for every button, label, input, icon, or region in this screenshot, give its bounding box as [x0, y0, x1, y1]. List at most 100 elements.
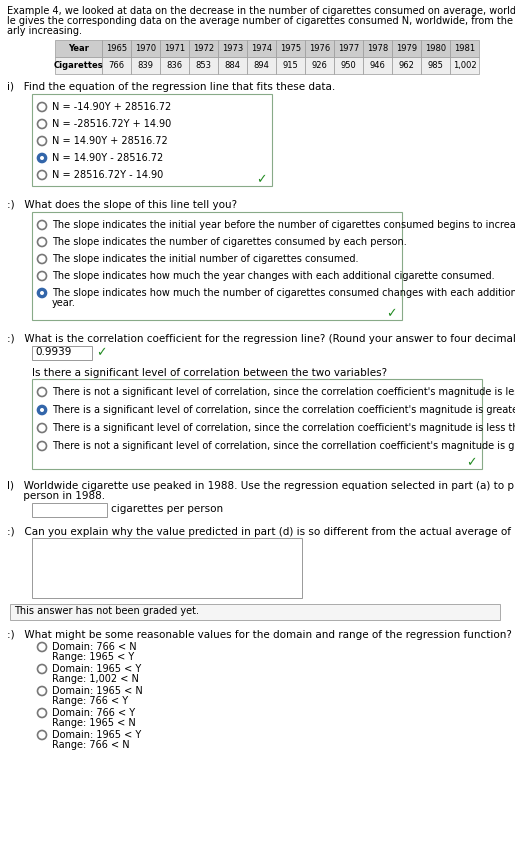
Text: :)   Can you explain why the value predicted in part (d) is so different from th: :) Can you explain why the value predict…	[7, 527, 515, 537]
Bar	[102, 57, 131, 74]
Text: l)   Worldwide cigarette use peaked in 1988. Use the regression equation selecte: l) Worldwide cigarette use peaked in 198…	[7, 481, 515, 491]
Bar	[218, 40, 247, 57]
Text: Range: 1,002 < N: Range: 1,002 < N	[52, 674, 139, 684]
Text: 1970: 1970	[135, 44, 156, 53]
Text: arly increasing.: arly increasing.	[7, 26, 82, 36]
Text: year.: year.	[52, 298, 76, 308]
Text: 1,002: 1,002	[453, 61, 476, 70]
Text: 1971: 1971	[164, 44, 185, 53]
Bar	[55, 57, 102, 74]
Circle shape	[38, 171, 46, 179]
Text: Range: 766 < Y: Range: 766 < Y	[52, 696, 128, 706]
Text: :)   What does the slope of this line tell you?: :) What does the slope of this line tell…	[7, 200, 237, 210]
Text: 1980: 1980	[425, 44, 446, 53]
Text: 915: 915	[283, 61, 298, 70]
Bar	[32, 212, 402, 320]
Circle shape	[38, 643, 46, 651]
Bar	[32, 379, 482, 469]
Text: Year: Year	[68, 44, 89, 53]
Text: Domain: 1965 < Y: Domain: 1965 < Y	[52, 664, 141, 674]
Text: Domain: 766 < N: Domain: 766 < N	[52, 642, 136, 652]
Text: 1972: 1972	[193, 44, 214, 53]
Text: 1974: 1974	[251, 44, 272, 53]
Text: N = -14.90Y + 28516.72: N = -14.90Y + 28516.72	[52, 102, 171, 112]
Bar	[32, 346, 92, 360]
Circle shape	[38, 271, 46, 280]
Circle shape	[38, 154, 46, 162]
Bar	[334, 57, 363, 74]
Text: Domain: 1965 < N: Domain: 1965 < N	[52, 686, 143, 696]
Bar	[218, 57, 247, 74]
Text: Range: 766 < N: Range: 766 < N	[52, 740, 130, 750]
Text: There is not a significant level of correlation, since the correllation coeffici: There is not a significant level of corr…	[52, 441, 515, 451]
Bar	[276, 57, 305, 74]
Text: Domain: 1965 < Y: Domain: 1965 < Y	[52, 730, 141, 740]
Text: 946: 946	[370, 61, 385, 70]
Bar	[305, 57, 334, 74]
Text: 839: 839	[138, 61, 153, 70]
Bar	[363, 40, 392, 57]
Text: Is there a significant level of correlation between the two variables?: Is there a significant level of correlat…	[32, 368, 387, 378]
Text: N = 14.90Y - 28516.72: N = 14.90Y - 28516.72	[52, 153, 163, 163]
Text: The slope indicates how much the number of cigarettes consumed changes with each: The slope indicates how much the number …	[52, 288, 515, 298]
Bar	[189, 57, 218, 74]
Circle shape	[38, 665, 46, 673]
Circle shape	[40, 156, 44, 160]
Circle shape	[38, 288, 46, 298]
Bar	[450, 40, 479, 57]
Text: 1977: 1977	[338, 44, 359, 53]
Bar	[32, 538, 302, 598]
Text: 926: 926	[312, 61, 328, 70]
Circle shape	[38, 709, 46, 717]
Text: 884: 884	[225, 61, 241, 70]
Circle shape	[38, 730, 46, 740]
Circle shape	[38, 237, 46, 246]
Text: cigarettes per person: cigarettes per person	[111, 504, 223, 514]
Text: The slope indicates the number of cigarettes consumed by each person.: The slope indicates the number of cigare…	[52, 237, 407, 247]
Text: There is a significant level of correlation, since the correlation coefficient's: There is a significant level of correlat…	[52, 423, 515, 433]
Text: 1965: 1965	[106, 44, 127, 53]
Text: The slope indicates the initial year before the number of cigarettes consumed be: The slope indicates the initial year bef…	[52, 220, 515, 230]
Text: 0.9939: 0.9939	[35, 347, 72, 357]
Text: The slope indicates how much the year changes with each additional cigarette con: The slope indicates how much the year ch…	[52, 271, 494, 281]
Bar	[305, 40, 334, 57]
Bar	[276, 40, 305, 57]
Text: 985: 985	[427, 61, 443, 70]
Text: 1979: 1979	[396, 44, 417, 53]
Bar	[421, 57, 450, 74]
Text: N = 28516.72Y - 14.90: N = 28516.72Y - 14.90	[52, 170, 163, 180]
Text: ✓: ✓	[466, 456, 476, 469]
Circle shape	[38, 220, 46, 230]
Text: 894: 894	[253, 61, 269, 70]
Bar	[102, 40, 131, 57]
Text: 1973: 1973	[222, 44, 243, 53]
Circle shape	[40, 408, 44, 412]
Bar	[247, 40, 276, 57]
Text: ✓: ✓	[256, 173, 266, 186]
Text: ✓: ✓	[386, 308, 397, 320]
Circle shape	[38, 120, 46, 128]
Circle shape	[38, 687, 46, 695]
Text: 836: 836	[166, 61, 182, 70]
Text: Cigarettes: Cigarettes	[54, 61, 104, 70]
Text: This answer has not been graded yet.: This answer has not been graded yet.	[14, 606, 199, 616]
Text: ✓: ✓	[96, 347, 107, 360]
Text: There is a significant level of correlation, since the correlation coefficient's: There is a significant level of correlat…	[52, 405, 515, 415]
Bar	[392, 40, 421, 57]
Bar	[450, 57, 479, 74]
Text: 1975: 1975	[280, 44, 301, 53]
Bar	[189, 40, 218, 57]
Text: :)   What might be some reasonable values for the domain and range of the regres: :) What might be some reasonable values …	[7, 630, 512, 640]
Circle shape	[38, 103, 46, 111]
Text: Example 4, we looked at data on the decrease in the number of cigarettes consume: Example 4, we looked at data on the decr…	[7, 6, 515, 16]
Text: 1976: 1976	[309, 44, 330, 53]
Text: i)   Find the equation of the regression line that fits these data.: i) Find the equation of the regression l…	[7, 82, 335, 92]
Bar	[32, 94, 272, 186]
Text: 1981: 1981	[454, 44, 475, 53]
Text: 950: 950	[340, 61, 356, 70]
Bar	[334, 40, 363, 57]
Bar	[131, 40, 160, 57]
Text: 1978: 1978	[367, 44, 388, 53]
Circle shape	[38, 254, 46, 264]
Bar	[32, 503, 107, 517]
